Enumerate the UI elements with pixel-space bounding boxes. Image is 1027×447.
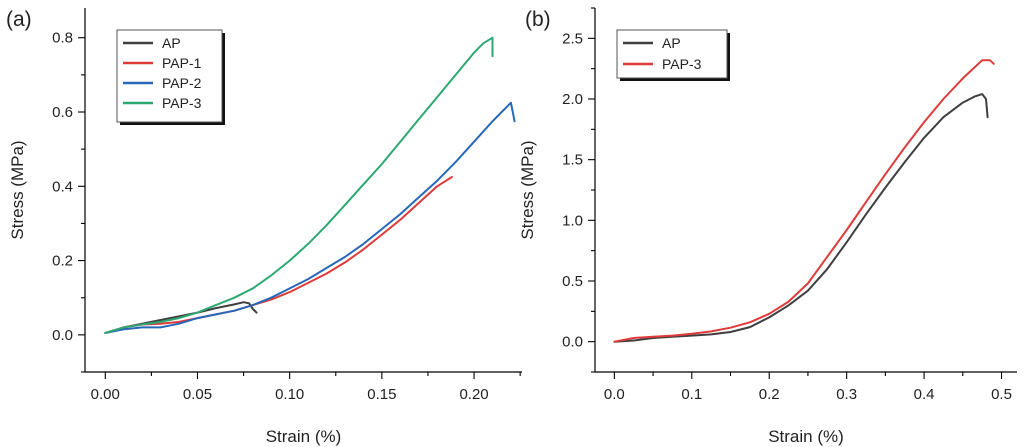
x-tick-label: 0.0 [604,386,625,403]
legend-box [616,29,728,79]
legend-label: AP [662,35,681,51]
legend-label: AP [162,35,181,51]
x-tick-label: 0.00 [91,386,120,403]
x-tick-label: 0.1 [681,386,702,403]
series-line-pap-3 [613,59,995,343]
legend-label: PAP-2 [162,75,202,91]
y-axis-title: Stress (MPa) [518,140,537,239]
y-tick-label: 2.0 [562,91,583,108]
x-tick-label: 0.15 [367,386,396,403]
legend-label: PAP-1 [162,55,202,71]
y-tick-label: 1.0 [562,212,583,229]
y-tick-label: 0.6 [52,104,73,121]
x-tick-label: 0.2 [759,386,780,403]
y-axis-title: Stress (MPa) [8,140,27,239]
chart-panel-0: 0.00 0.05 0.10 0.15 0.20 0.0 0.2 0.4 0.6 0.8 Strai… [6,8,522,446]
x-tick-label: 0.5 [991,386,1012,403]
x-tick-label: 0.3 [836,386,857,403]
y-tick-label: 0.8 [52,30,73,47]
x-tick-label: 0.4 [914,386,935,403]
series-line-pap-2 [104,101,516,334]
y-tick-label: 0.0 [52,327,73,344]
chart-panel-1: 0.0 0.1 0.2 0.3 0.4 0.5 0.0 0.5 1.0 1.5 2.0 2.5 Stra… [518,7,1017,446]
series-line-ap [613,93,989,343]
x-tick-label: 0.10 [275,386,304,403]
legend-box [116,29,223,123]
x-axis-title: Strain (%) [768,427,844,446]
panel-label: (a) [6,8,32,31]
x-tick-label: 0.20 [459,386,488,403]
series-line-pap-3 [104,36,494,334]
y-tick-label: 2.5 [562,30,583,47]
y-tick-label: 0.2 [52,253,73,270]
legend-label: PAP-3 [162,95,202,111]
x-axis-title: Strain (%) [266,427,342,446]
y-tick-label: 1.5 [562,152,583,169]
legend-label: PAP-3 [662,56,702,72]
panel-label: (b) [525,8,551,31]
series-line-pap-1 [104,176,453,334]
y-tick-label: 0.0 [562,334,583,351]
y-tick-label: 0.5 [562,273,583,290]
y-tick-label: 0.4 [52,178,73,195]
x-tick-label: 0.05 [183,386,212,403]
